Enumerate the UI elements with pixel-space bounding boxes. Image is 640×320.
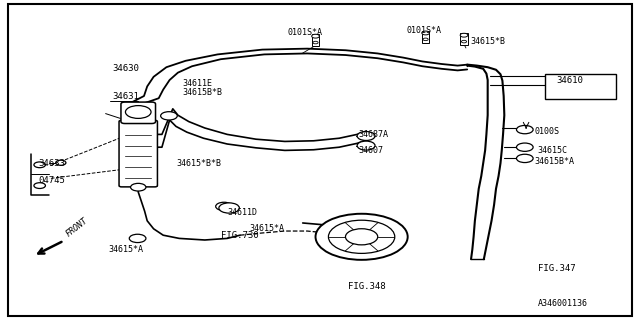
- FancyBboxPatch shape: [119, 120, 157, 187]
- Text: 0101S*A: 0101S*A: [288, 28, 323, 36]
- Circle shape: [516, 154, 533, 163]
- Text: 34615B*A: 34615B*A: [534, 157, 575, 166]
- Circle shape: [34, 183, 45, 188]
- Circle shape: [516, 143, 533, 151]
- Text: 34615*A: 34615*A: [109, 245, 144, 254]
- Circle shape: [422, 31, 429, 35]
- Circle shape: [423, 38, 428, 41]
- Text: 34633: 34633: [38, 159, 65, 168]
- Text: 34611D: 34611D: [227, 208, 257, 217]
- Circle shape: [461, 40, 467, 43]
- Circle shape: [219, 203, 239, 213]
- Text: 0100S: 0100S: [534, 127, 559, 136]
- Text: 34615*B: 34615*B: [470, 37, 506, 46]
- Text: 34615B*B: 34615B*B: [182, 88, 223, 97]
- FancyBboxPatch shape: [121, 102, 156, 124]
- Circle shape: [129, 234, 146, 243]
- Circle shape: [125, 106, 151, 118]
- Text: FIG.730: FIG.730: [221, 231, 259, 240]
- Circle shape: [357, 132, 375, 140]
- Circle shape: [312, 34, 319, 38]
- Text: 34630: 34630: [112, 64, 139, 73]
- Text: 34611E: 34611E: [182, 79, 212, 88]
- Circle shape: [56, 160, 66, 165]
- Circle shape: [313, 41, 318, 44]
- Circle shape: [357, 141, 375, 150]
- Text: A346001136: A346001136: [538, 300, 588, 308]
- Circle shape: [460, 33, 468, 37]
- Bar: [312, 34, 319, 46]
- Text: 34687A: 34687A: [358, 130, 388, 139]
- Bar: [460, 33, 468, 45]
- Text: FIG.348: FIG.348: [348, 282, 385, 291]
- Bar: [422, 31, 429, 43]
- Text: FRONT: FRONT: [64, 216, 89, 238]
- Text: 34631: 34631: [112, 92, 139, 100]
- Text: 0101S*A: 0101S*A: [406, 26, 442, 35]
- Text: 34615*A: 34615*A: [250, 224, 285, 233]
- Text: 34610: 34610: [557, 76, 584, 84]
- Circle shape: [161, 112, 177, 120]
- Text: 34615C: 34615C: [538, 146, 568, 155]
- Circle shape: [346, 229, 378, 245]
- Circle shape: [516, 125, 533, 134]
- Circle shape: [131, 183, 146, 191]
- Circle shape: [328, 220, 395, 253]
- Circle shape: [316, 214, 408, 260]
- Text: FIG.347: FIG.347: [538, 264, 575, 273]
- Text: 34615*B*B: 34615*B*B: [176, 159, 221, 168]
- Bar: [545, 74, 616, 99]
- Circle shape: [216, 202, 232, 211]
- Circle shape: [34, 162, 45, 168]
- Text: 34607: 34607: [358, 146, 383, 155]
- Text: 04745: 04745: [38, 176, 65, 185]
